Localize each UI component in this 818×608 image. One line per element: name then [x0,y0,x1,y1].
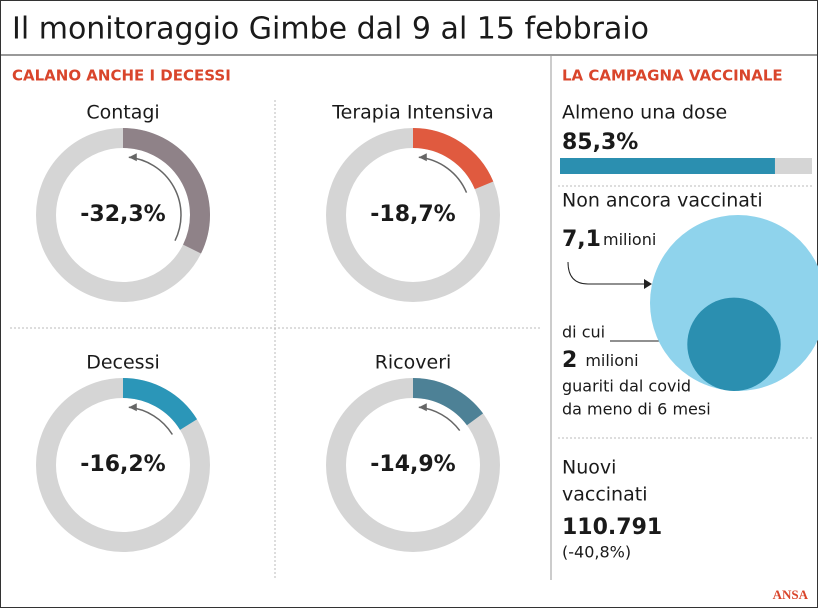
sub-text: da meno di 6 mesi [562,400,711,419]
panel-label: Contagi [86,102,159,124]
unvaccinated-number: 7,1 [562,227,601,252]
sub-value: 2 milioni [562,348,639,373]
recovered-circle [687,298,780,391]
panel-value: -32,3% [80,202,165,227]
sub-prefix: di cui [562,323,605,342]
infographic: Il monitoraggio Gimbe dal 9 al 15 febbra… [0,0,818,608]
new-change: (-40,8%) [562,543,631,562]
first-dose-label: Almeno una dose [562,102,727,124]
sub-text: guariti dal covid [562,377,691,396]
title: Il monitoraggio Gimbe dal 9 al 15 febbra… [12,12,649,47]
panel-label: Ricoveri [375,352,452,374]
first-dose-value: 85,3% [562,130,638,155]
arrow-head [129,403,137,411]
arrow-head [129,153,137,161]
pointer-arrow [568,262,648,284]
panel-label: Decessi [86,352,160,374]
sub-number: 2 [562,348,577,373]
panel-value: -16,2% [80,452,165,477]
unvaccinated-unit: milioni [603,230,656,249]
panel-value: -14,9% [370,452,455,477]
right-heading: LA CAMPAGNA VACCINALE [562,67,783,85]
arrow-head [644,279,652,289]
panel-value: -18,7% [370,202,455,227]
new-label: Nuovi [562,457,616,479]
panel-label: Terapia Intensiva [331,102,493,124]
bar [560,158,775,174]
new-value: 110.791 [562,515,662,540]
arrow-head [419,153,427,161]
new-label: vaccinati [562,484,647,506]
sub-unit: milioni [585,351,638,370]
page: Il monitoraggio Gimbe dal 9 al 15 febbra… [0,0,818,608]
donut-arc [413,138,484,185]
source: ANSA [773,587,809,602]
unvaccinated-label: Non ancora vaccinati [562,190,763,212]
donut-arc [413,388,475,419]
left-heading: CALANO ANCHE I DECESSI [12,67,231,85]
arrow-head [419,403,427,411]
